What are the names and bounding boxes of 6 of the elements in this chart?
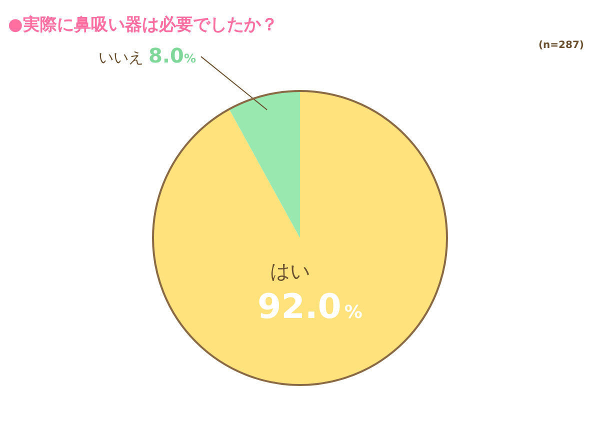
data-label: 92.0%: [258, 287, 362, 328]
data-label: 8.0%: [148, 44, 196, 68]
title: ●実際に鼻吸い器は必要でしたか？: [8, 15, 278, 35]
slice-label: いいえ: [98, 48, 149, 67]
slice-label: はい: [270, 259, 310, 284]
text: (n=287): [538, 40, 584, 51]
